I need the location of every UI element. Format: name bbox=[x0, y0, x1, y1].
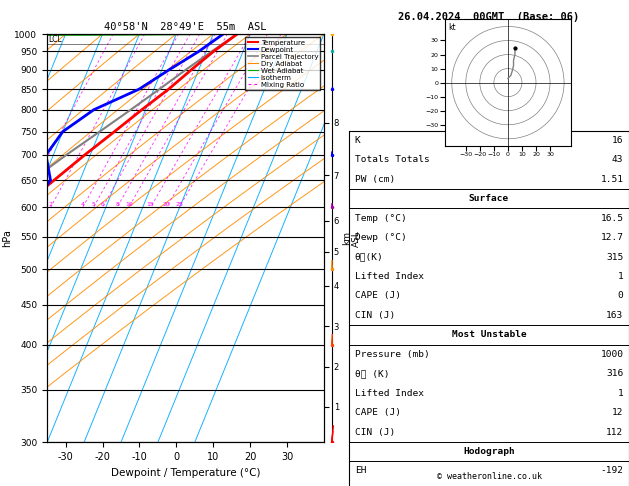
Text: CAPE (J): CAPE (J) bbox=[355, 408, 401, 417]
Text: PW (cm): PW (cm) bbox=[355, 175, 395, 184]
Text: 43: 43 bbox=[612, 156, 623, 164]
Text: θᴇ (K): θᴇ (K) bbox=[355, 369, 389, 378]
Text: 10: 10 bbox=[125, 202, 133, 207]
Text: Surface: Surface bbox=[469, 194, 509, 203]
Text: 4: 4 bbox=[81, 202, 85, 207]
Text: 112: 112 bbox=[606, 428, 623, 436]
Text: 16: 16 bbox=[612, 136, 623, 145]
Text: 1: 1 bbox=[618, 389, 623, 398]
Text: Pressure (mb): Pressure (mb) bbox=[355, 350, 430, 359]
Text: 8: 8 bbox=[115, 202, 119, 207]
Y-axis label: hPa: hPa bbox=[2, 229, 12, 247]
Text: 16.5: 16.5 bbox=[601, 214, 623, 223]
Text: 315: 315 bbox=[606, 253, 623, 261]
Text: Totals Totals: Totals Totals bbox=[355, 156, 430, 164]
Text: K: K bbox=[355, 136, 360, 145]
Text: 0: 0 bbox=[618, 292, 623, 300]
Text: 1: 1 bbox=[618, 272, 623, 281]
Text: Hodograph: Hodograph bbox=[463, 447, 515, 456]
Text: θᴇ(K): θᴇ(K) bbox=[355, 253, 384, 261]
Text: Temp (°C): Temp (°C) bbox=[355, 214, 406, 223]
Text: 2: 2 bbox=[48, 202, 53, 207]
Text: 25: 25 bbox=[175, 202, 183, 207]
Text: 1.51: 1.51 bbox=[601, 175, 623, 184]
Text: CIN (J): CIN (J) bbox=[355, 311, 395, 320]
Bar bbox=[349, 131, 629, 486]
Text: 316: 316 bbox=[606, 369, 623, 378]
Text: 12.7: 12.7 bbox=[601, 233, 623, 242]
Legend: Temperature, Dewpoint, Parcel Trajectory, Dry Adiabat, Wet Adiabat, Isotherm, Mi: Temperature, Dewpoint, Parcel Trajectory… bbox=[245, 37, 320, 90]
Text: kt: kt bbox=[448, 23, 456, 32]
Text: 12: 12 bbox=[612, 408, 623, 417]
Text: Lifted Index: Lifted Index bbox=[355, 389, 424, 398]
Text: 5: 5 bbox=[92, 202, 96, 207]
Text: 6: 6 bbox=[101, 202, 104, 207]
X-axis label: Dewpoint / Temperature (°C): Dewpoint / Temperature (°C) bbox=[111, 468, 260, 478]
Text: © weatheronline.co.uk: © weatheronline.co.uk bbox=[437, 472, 542, 481]
Text: 20: 20 bbox=[163, 202, 170, 207]
Text: Lifted Index: Lifted Index bbox=[355, 272, 424, 281]
Text: 26.04.2024  00GMT  (Base: 06): 26.04.2024 00GMT (Base: 06) bbox=[398, 12, 580, 22]
Text: CAPE (J): CAPE (J) bbox=[355, 292, 401, 300]
Text: Most Unstable: Most Unstable bbox=[452, 330, 526, 339]
Text: CIN (J): CIN (J) bbox=[355, 428, 395, 436]
Text: 1000: 1000 bbox=[601, 350, 623, 359]
Text: Dewp (°C): Dewp (°C) bbox=[355, 233, 406, 242]
Text: -192: -192 bbox=[601, 467, 623, 475]
Text: EH: EH bbox=[355, 467, 366, 475]
Text: LCL: LCL bbox=[48, 35, 62, 44]
Text: 15: 15 bbox=[147, 202, 155, 207]
Text: 163: 163 bbox=[606, 311, 623, 320]
Y-axis label: km
ASL: km ASL bbox=[342, 230, 361, 246]
Title: 40°58'N  28°49'E  55m  ASL: 40°58'N 28°49'E 55m ASL bbox=[104, 22, 267, 32]
